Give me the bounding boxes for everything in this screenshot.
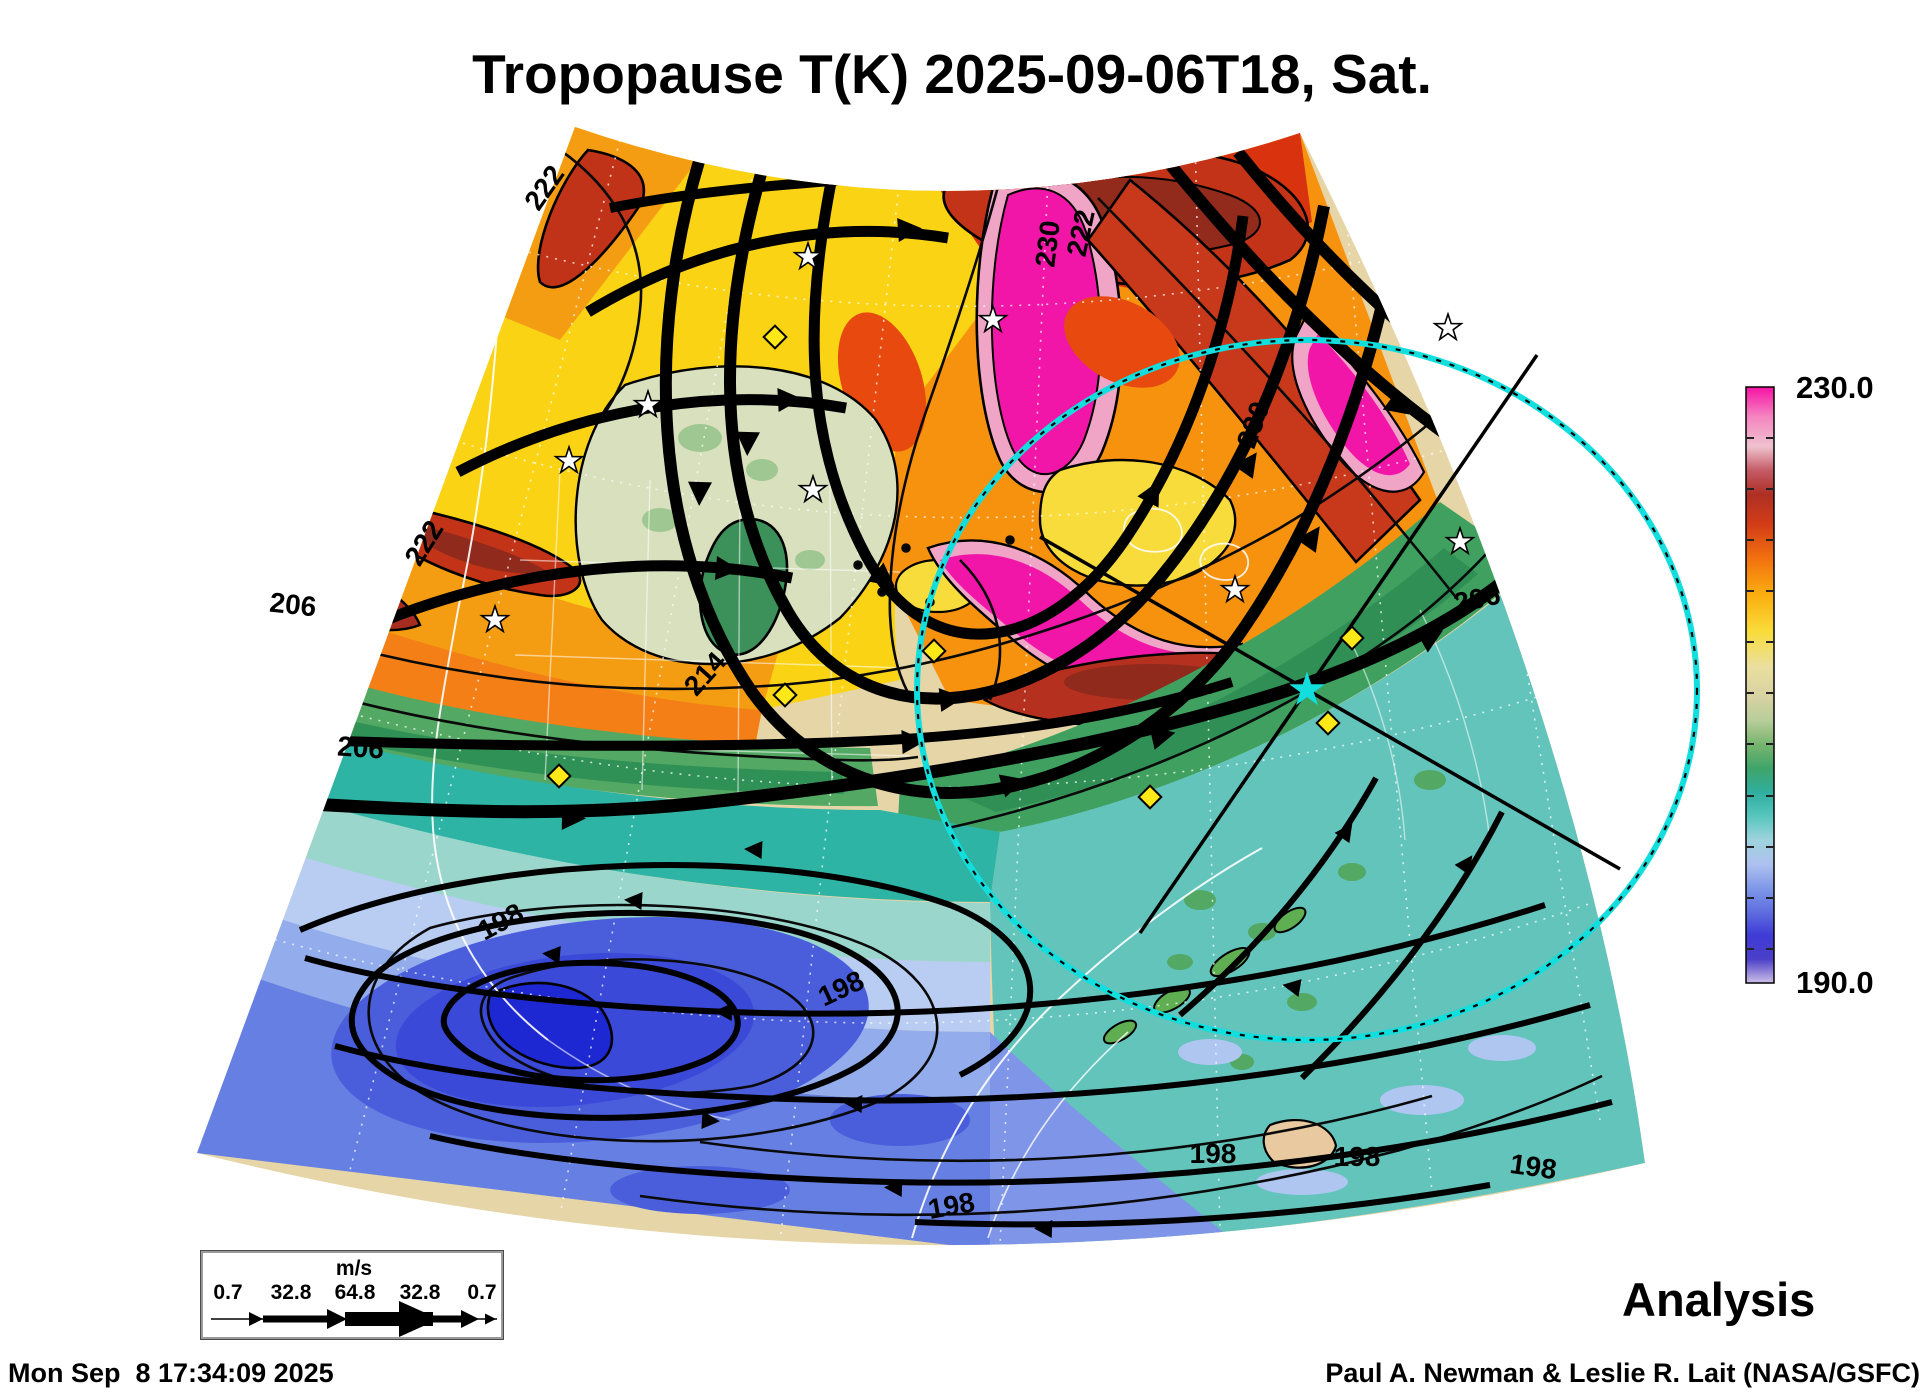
station-diamond-marker [772,682,798,708]
contour-value-label: 198 [1508,1148,1559,1185]
contour-value-label: 198 [1190,1138,1237,1169]
cross-section-line-b [1138,354,1539,934]
star-marker [797,473,829,504]
range-circle-dashes [915,338,1699,1042]
temperature-contours [317,147,1603,1217]
contour-value-label: 206 [336,730,385,764]
cross-section-line-a [1039,535,1621,871]
wind-arrow-glyph [211,1301,497,1337]
star-marker [632,388,664,419]
colorbar-max-label: 230.0 [1796,370,1874,405]
page-title: Tropopause T(K) 2025-09-06T18, Sat. [472,43,1432,105]
credit-text: Paul A. Newman & Leslie R. Lait (NASA/GS… [1325,1358,1920,1388]
wind-legend-units: m/s [336,1257,372,1280]
wind-speed-3: 32.8 [400,1281,441,1304]
map-fan-area [197,127,1645,1246]
station-diamond-marker [921,638,947,664]
station-diamond-marker [546,763,572,789]
wind-speed-2: 64.8 [335,1281,376,1304]
colorbar-gradient [1745,386,1775,984]
star-marker [977,303,1009,334]
analysis-label: Analysis [1622,1273,1816,1326]
station-diamond-marker [1315,710,1341,736]
star-marker [479,603,511,634]
star-marker [1444,525,1476,556]
diamond-markers [546,324,1365,810]
star-marker [1432,311,1464,342]
star-marker [553,444,585,475]
creation-timestamp: Mon Sep 8 17:34:09 2025 [8,1358,334,1388]
wind-speed-4: 0.7 [467,1281,496,1304]
contour-value-label: 230 [1029,219,1065,269]
circle-center-star [1289,671,1325,706]
colorbar [1745,386,1775,989]
wind-speed-0: 0.7 [213,1281,242,1304]
colorbar-min-label: 190.0 [1796,965,1874,1000]
station-diamond-marker [1339,625,1365,651]
star-marker [1219,573,1251,604]
station-diamond-marker [762,324,788,350]
station-diamond-marker [1137,784,1163,810]
range-circle-group [914,337,1700,1043]
wind-speed-legend: m/s 0.7 32.8 64.8 32.8 0.7 [200,1250,504,1340]
cyan-star-marker [1289,671,1325,706]
contour-value-label: 198 [1334,1141,1381,1172]
star-markers [479,240,1476,634]
colorbar-ticks [1746,437,1774,950]
star-marker [792,240,824,271]
wind-speed-1: 32.8 [271,1281,312,1304]
contour-value-label: 206 [268,587,318,623]
